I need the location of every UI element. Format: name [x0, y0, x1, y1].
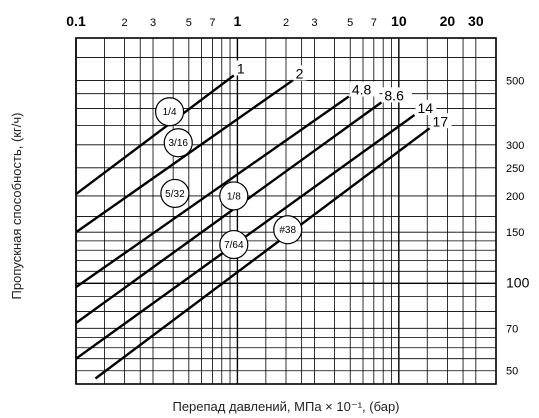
x-tick-label: 1 [234, 13, 242, 29]
y-tick-label: 50 [506, 366, 518, 378]
x-tick-label: 3 [150, 17, 156, 29]
annotation-label: 1/8 [227, 191, 241, 202]
y-tick-label: 300 [506, 140, 524, 152]
series-line-4.8 [75, 95, 350, 289]
y-axis-title: Пропускная способность, (кг/ч) [9, 113, 24, 300]
x-tick-label: 0.1 [66, 13, 86, 29]
series-label-bg [234, 60, 248, 76]
series-label-bg [349, 81, 380, 97]
x-tick-label: 7 [371, 17, 377, 29]
x-tick-label: 2 [122, 17, 128, 29]
annotation-label: 1/4 [163, 107, 177, 118]
y-tick-label: 100 [506, 274, 530, 290]
series-label-8.6: 8.6 [384, 87, 404, 103]
plot-frame [75, 37, 497, 385]
x-tick-label: 2 [283, 17, 289, 29]
y-tick-label: 70 [506, 323, 518, 335]
series-label-17: 17 [433, 113, 449, 129]
series-label-2: 2 [296, 65, 304, 81]
y-tick-labels: 50 70 100 150 200 250 300 500 [506, 75, 530, 377]
x-tick-label: 3 [311, 17, 317, 29]
series-label-1: 1 [237, 60, 245, 76]
x-tick-labels: 0.1 2 3 5 7 1 2 3 5 7 10 20 30 [66, 13, 484, 29]
series-line-2 [75, 79, 294, 234]
annotation-circle [219, 229, 249, 260]
series-label-14: 14 [417, 100, 433, 116]
series-label-bg [382, 87, 412, 103]
series-lines [75, 74, 431, 380]
x-tick-label: 20 [440, 13, 456, 29]
x-axis-title: Перепад давлений, МПа × 10⁻¹, (бар) [172, 399, 399, 414]
series-label-bg [293, 65, 307, 81]
series-label-bg [430, 113, 452, 129]
annotation-label: 3/16 [169, 138, 189, 149]
annotation-circle [219, 181, 249, 211]
y-tick-label: 500 [506, 75, 524, 87]
annotation-circle [273, 215, 303, 245]
series-line-17 [94, 127, 431, 380]
annotation-circle [160, 178, 190, 209]
annotations: 1/4 3/16 5/32 1/8 7/64 #38 [154, 97, 303, 260]
annotation-circle [163, 128, 193, 158]
grid [75, 37, 497, 384]
x-tick-label: 5 [186, 17, 192, 29]
x-tick-label: 7 [209, 17, 215, 29]
annotation-circle [154, 97, 185, 127]
x-tick-label: 5 [347, 17, 353, 29]
series-label-4.8: 4.8 [352, 82, 372, 98]
x-tick-label: 30 [468, 13, 484, 29]
annotation-label: #38 [279, 225, 296, 236]
annotation-label: 5/32 [165, 189, 185, 200]
y-tick-label: 250 [506, 163, 524, 175]
y-tick-label: 150 [506, 227, 524, 239]
series-line-1 [75, 74, 235, 196]
y-tick-label: 200 [506, 191, 524, 203]
series-line-8.6 [75, 101, 383, 324]
series-label-bg [415, 100, 437, 116]
x-tick-label: 10 [391, 13, 407, 29]
annotation-label: 7/64 [224, 240, 244, 251]
